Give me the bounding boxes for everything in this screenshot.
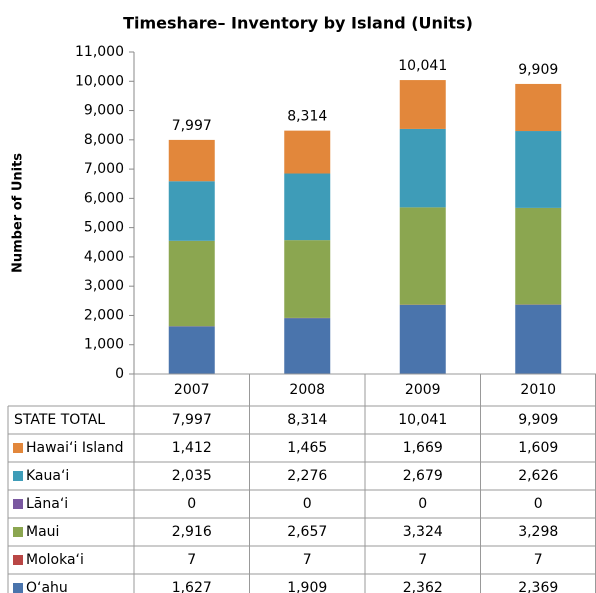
bar-segment: [399, 80, 446, 129]
table-value: 0: [303, 496, 312, 512]
bar-segment: [399, 207, 446, 305]
table-value: 8,314: [287, 412, 327, 428]
bar-segment: [515, 304, 562, 374]
bar-segment: [284, 318, 331, 374]
table-value: 7: [303, 552, 312, 568]
legend-label: STATE TOTAL: [14, 412, 105, 428]
table-value: 0: [187, 496, 196, 512]
y-axis-label: Number of Units: [11, 153, 26, 273]
x-tick-label: 2008: [289, 382, 325, 398]
table-value: 2,679: [403, 468, 443, 484]
table-value: 7: [534, 552, 543, 568]
table-value: 0: [534, 496, 543, 512]
table-value: 1,465: [287, 440, 327, 456]
total-label: 10,041: [398, 58, 447, 74]
y-tick-label: 1,000: [84, 337, 124, 353]
bar-segment: [284, 173, 331, 241]
x-tick-label: 2010: [520, 382, 556, 398]
table-value: 1,909: [287, 580, 327, 593]
bar-segment: [399, 304, 446, 374]
table-value: 1,627: [172, 580, 212, 593]
bar-segment: [284, 130, 331, 174]
legend-label: O‘ahu: [26, 580, 68, 593]
bar-segment: [168, 139, 215, 182]
y-tick-label: 7,000: [84, 161, 124, 177]
legend-swatch: [13, 443, 23, 453]
x-tick-label: 2009: [405, 382, 441, 398]
total-label: 9,909: [518, 62, 558, 78]
y-tick-label: 3,000: [84, 278, 124, 294]
table-value: 2,657: [287, 524, 327, 540]
bar-segment: [284, 240, 331, 318]
table-value: 2,362: [403, 580, 443, 593]
table-value: 7,997: [172, 412, 212, 428]
table-value: 7: [187, 552, 196, 568]
total-label: 7,997: [172, 118, 212, 134]
y-tick-label: 4,000: [84, 249, 124, 265]
table-value: 10,041: [398, 412, 447, 428]
y-tick-label: 8,000: [84, 132, 124, 148]
x-tick-label: 2007: [174, 382, 210, 398]
legend-label: Kaua‘i: [26, 468, 69, 484]
table-value: 1,412: [172, 440, 212, 456]
table-value: 0: [418, 496, 427, 512]
y-tick-label: 10,000: [75, 73, 124, 89]
bar-segment: [168, 240, 215, 327]
y-tick-label: 2,000: [84, 307, 124, 323]
table-value: 3,324: [403, 524, 443, 540]
legend-label: Maui: [26, 524, 59, 540]
table-value: 9,909: [518, 412, 558, 428]
bar-segment: [168, 181, 215, 241]
legend-swatch: [13, 499, 23, 509]
table-value: 1,609: [518, 440, 558, 456]
legend-label: Moloka‘i: [26, 552, 84, 568]
table-value: 7: [418, 552, 427, 568]
y-tick-label: 0: [115, 366, 124, 382]
table-value: 2,626: [518, 468, 558, 484]
bar-segment: [515, 131, 562, 208]
bar-segment: [515, 207, 562, 305]
table-value: 2,369: [518, 580, 558, 593]
bar-segment: [168, 326, 215, 374]
bar-segment: [399, 128, 446, 208]
y-tick-label: 11,000: [75, 44, 124, 60]
total-label: 8,314: [287, 109, 327, 125]
table-value: 2,035: [172, 468, 212, 484]
chart-title: Timeshare– Inventory by Island (Units): [123, 14, 473, 33]
legend-swatch: [13, 583, 23, 593]
legend-swatch: [13, 555, 23, 565]
table-value: 1,669: [403, 440, 443, 456]
y-tick-label: 9,000: [84, 103, 124, 119]
table-value: 2,276: [287, 468, 327, 484]
table-value: 3,298: [518, 524, 558, 540]
legend-label: Hawai‘i Island: [26, 440, 123, 456]
legend-label: Lāna‘i: [26, 496, 68, 512]
y-tick-label: 5,000: [84, 220, 124, 236]
y-tick-label: 6,000: [84, 190, 124, 206]
legend-swatch: [13, 471, 23, 481]
bar-segment: [515, 83, 562, 132]
legend-swatch: [13, 527, 23, 537]
table-value: 2,916: [172, 524, 212, 540]
